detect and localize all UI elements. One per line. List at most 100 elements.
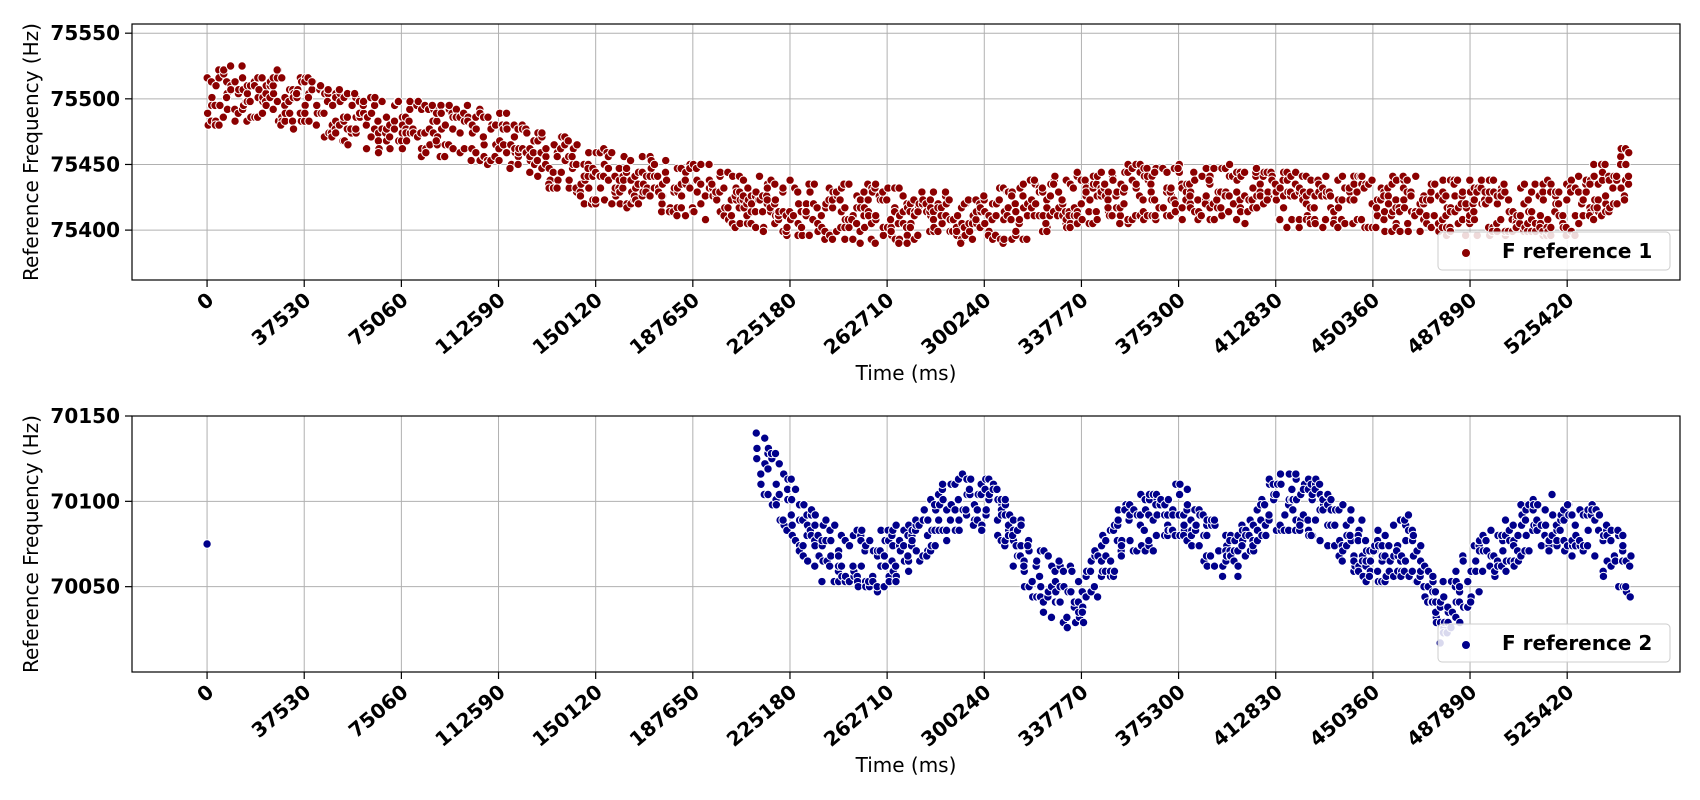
data-point (894, 183, 904, 193)
data-point (1501, 566, 1511, 577)
data-point (1237, 541, 1247, 551)
data-point (1337, 171, 1348, 181)
data-point (1041, 218, 1051, 229)
data-point (672, 210, 682, 221)
data-point (726, 210, 737, 221)
data-point (1217, 571, 1228, 582)
data-point (760, 433, 770, 443)
data-point (894, 238, 904, 248)
x-axis-label: Time (ms) (855, 361, 957, 385)
data-point (1623, 179, 1634, 189)
data-point (1288, 505, 1298, 515)
data-point (812, 203, 822, 213)
data-point (1338, 500, 1348, 510)
data-point (462, 100, 473, 111)
data-point (541, 151, 551, 162)
data-point (1232, 187, 1242, 197)
data-point (1209, 515, 1220, 525)
data-point (751, 428, 761, 438)
data-point (1119, 183, 1130, 193)
data-point (1626, 551, 1636, 561)
y-tick-label: 75500 (50, 87, 120, 111)
data-point (1072, 167, 1082, 178)
data-point (938, 494, 948, 505)
data-point (552, 151, 562, 162)
data-point (859, 187, 869, 197)
data-point (312, 100, 322, 111)
data-point (1080, 175, 1090, 185)
data-point (431, 136, 441, 146)
data-point (1438, 576, 1448, 587)
data-point (1105, 556, 1116, 566)
data-point (940, 187, 951, 197)
data-point (1606, 535, 1616, 546)
data-point (994, 195, 1004, 205)
data-point (758, 226, 769, 237)
data-point (1583, 525, 1593, 536)
x-tick-label: 450360 (1305, 679, 1384, 751)
data-point (237, 73, 248, 83)
data-point (1318, 222, 1328, 233)
data-point (1520, 515, 1531, 525)
x-tick-label: 375300 (1110, 287, 1189, 359)
data-point (685, 183, 695, 193)
data-point (1503, 195, 1514, 205)
data-point (315, 81, 326, 91)
x-tick-label: 300240 (916, 679, 995, 751)
data-point (1589, 171, 1599, 181)
data-point (1540, 520, 1551, 530)
data-point (1092, 214, 1102, 225)
data-point (944, 195, 954, 205)
ticks-layer: 0 37530 75060 112590 150120 187650 225180 26271… (50, 404, 1578, 752)
data-point (1581, 187, 1591, 197)
data-point (1177, 203, 1187, 213)
data-point (1011, 207, 1021, 217)
data-point (816, 210, 827, 221)
data-point (637, 151, 648, 162)
data-point (830, 520, 840, 530)
data-point (607, 147, 617, 158)
data-point (1179, 520, 1189, 530)
data-point (621, 163, 632, 174)
data-point (1042, 226, 1052, 237)
data-point (277, 73, 287, 83)
data-point (528, 147, 539, 158)
data-point (625, 155, 636, 166)
data-point (1280, 510, 1290, 520)
data-point (1428, 571, 1438, 582)
data-point (1116, 551, 1127, 561)
data-point (1062, 622, 1072, 633)
data-point (366, 132, 376, 142)
data-point (1408, 530, 1419, 541)
data-point (1611, 171, 1622, 181)
data-point (218, 112, 229, 122)
legend-box (1437, 623, 1671, 663)
data-point (1515, 210, 1526, 221)
data-point (567, 151, 577, 162)
data-point (272, 96, 283, 107)
data-point (1523, 195, 1533, 205)
data-point (778, 515, 788, 525)
data-point (1371, 203, 1382, 213)
data-point (1201, 191, 1211, 201)
data-point (1264, 510, 1274, 520)
data-point (1383, 199, 1394, 209)
data-point (757, 207, 768, 217)
y-axis-label: Reference Frequency (Hz) (19, 23, 43, 281)
data-point (712, 195, 722, 205)
data-point (207, 92, 217, 103)
data-point (1006, 191, 1017, 201)
data-point (618, 183, 628, 193)
data-point (1357, 515, 1367, 525)
data-point (700, 214, 711, 225)
data-point (584, 183, 594, 193)
data-point (1325, 191, 1336, 201)
data-point (1261, 530, 1271, 541)
data-point (1240, 218, 1250, 229)
data-point (891, 520, 901, 530)
data-point (1048, 179, 1059, 189)
data-point (1400, 556, 1411, 566)
data-point (1149, 167, 1160, 178)
data-point (1191, 520, 1201, 530)
data-point (1383, 191, 1393, 201)
